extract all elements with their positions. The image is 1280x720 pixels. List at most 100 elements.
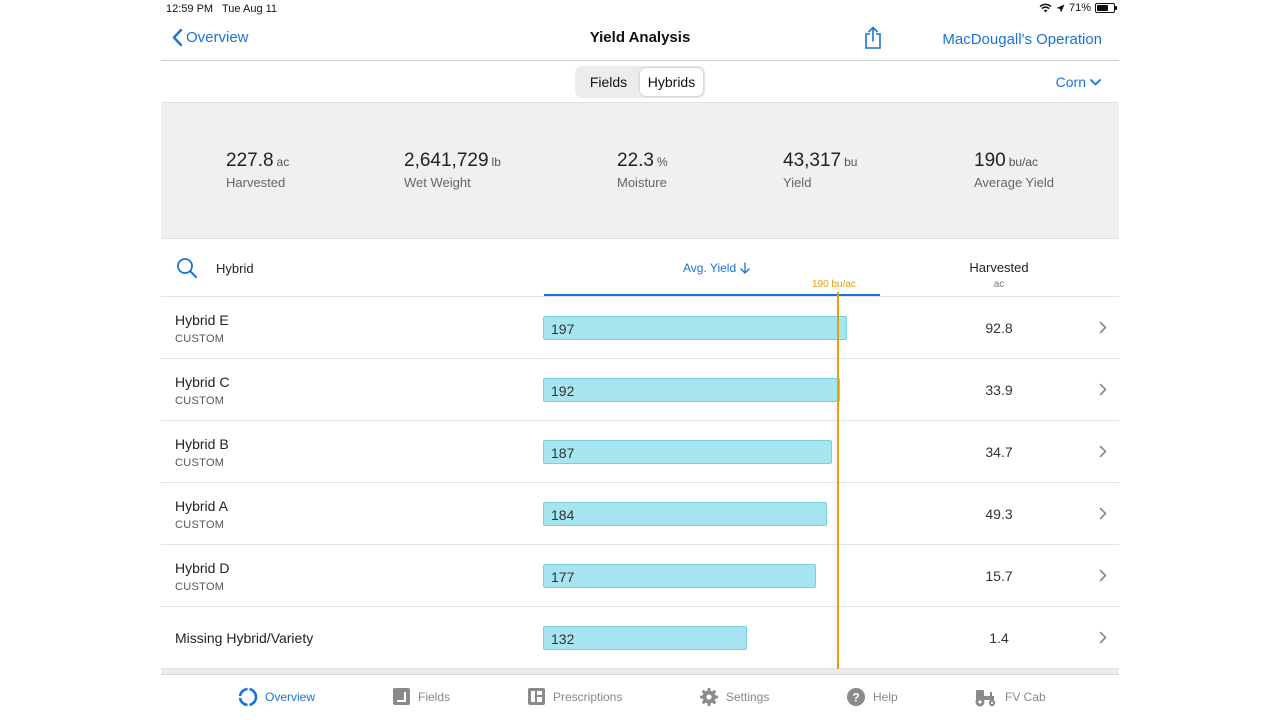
column-avg-yield-label: Avg. Yield [683, 261, 737, 275]
harvested-value: 92.8 [985, 320, 1013, 336]
hybrid-name: Hybrid E [175, 312, 229, 328]
stat-value: 43,317 [783, 150, 842, 171]
hybrid-name: Hybrid D [175, 560, 230, 576]
stat-label: Moisture [617, 175, 667, 190]
crop-label: Corn [1055, 74, 1086, 90]
hybrid-row[interactable]: Hybrid D CUSTOM 177 15.7 [161, 545, 1119, 607]
stat-moisture: 22.3% Moisture [617, 150, 668, 190]
yield-bar [543, 440, 832, 464]
yield-bar [543, 564, 817, 588]
hybrid-row[interactable]: Missing Hybrid/Variety 132 1.4 [161, 607, 1119, 669]
average-yield-line [837, 292, 839, 670]
share-button[interactable] [863, 26, 883, 55]
chevron-down-icon [1090, 78, 1101, 85]
yield-bar [543, 626, 747, 650]
svg-text:?: ? [852, 691, 859, 705]
chevron-right-icon [1099, 321, 1107, 334]
tab-label: FV Cab [1005, 690, 1046, 704]
tab-prescriptions[interactable]: Prescriptions [527, 687, 622, 706]
yield-value: 132 [551, 631, 575, 647]
stat-value: 227.8 [226, 150, 274, 171]
sort-underline [544, 294, 880, 296]
hybrid-row[interactable]: Hybrid C CUSTOM 192 33.9 [161, 359, 1119, 421]
stat-value: 190 [974, 150, 1006, 171]
stat-value: 22.3 [617, 150, 654, 171]
arrow-down-icon [740, 262, 750, 274]
harvested-value: 49.3 [985, 506, 1013, 522]
navigation-bar: Overview Yield Analysis MacDougall's Ope… [161, 18, 1119, 61]
column-avg-yield-sort[interactable]: Avg. Yield [683, 261, 750, 275]
stat-label: Wet Weight [404, 175, 471, 190]
segment-fields[interactable]: Fields [589, 74, 628, 90]
tab-overview[interactable]: Overview [238, 687, 315, 707]
stat-label: Yield [783, 175, 812, 190]
yield-bar [543, 378, 840, 402]
tab-fv-cab[interactable]: FV Cab [973, 687, 1046, 707]
share-icon [865, 26, 881, 49]
hybrid-name: Hybrid C [175, 374, 230, 390]
yield-value: 197 [551, 321, 575, 337]
hybrid-type: CUSTOM [175, 333, 225, 345]
segment-hybrids[interactable]: Hybrids [640, 68, 703, 96]
list-bottom-strip [161, 669, 1119, 675]
stat-label: Average Yield [974, 175, 1054, 190]
harvested-value: 33.9 [985, 382, 1013, 398]
harvested-value: 1.4 [989, 630, 1009, 646]
tab-fields[interactable]: Fields [392, 687, 450, 706]
chevron-right-icon [1099, 569, 1107, 582]
yield-bar [543, 316, 848, 340]
stat-unit: % [656, 155, 668, 169]
hybrid-name: Missing Hybrid/Variety [175, 630, 314, 646]
help-icon: ? [847, 688, 865, 706]
chevron-right-icon [1099, 507, 1107, 520]
tab-label: Settings [726, 690, 770, 704]
column-harvested-unit: ac [993, 279, 1005, 290]
yield-value: 184 [551, 507, 575, 523]
fields-icon [393, 688, 410, 705]
chevron-right-icon [1099, 445, 1107, 458]
crop-dropdown[interactable]: Corn [1056, 74, 1101, 90]
hybrid-row[interactable]: Hybrid A CUSTOM 184 49.3 [161, 483, 1119, 545]
hybrid-row[interactable]: Hybrid B CUSTOM 187 34.7 [161, 421, 1119, 483]
stat-average-yield: 190 bu/ac Average Yield [974, 150, 1054, 190]
stat-yield: 43,317 bu Yield [783, 150, 857, 190]
status-indicators: 71% [1039, 2, 1117, 14]
tractor-icon [975, 690, 996, 707]
stat-wet-weight: 2,641,729 lb Wet Weight [404, 150, 501, 190]
search-icon[interactable] [176, 257, 198, 284]
back-overview-button[interactable]: Overview [171, 28, 249, 47]
stat-label: Harvested [226, 175, 286, 190]
yield-value: 177 [551, 569, 575, 585]
gear-icon [700, 688, 718, 706]
tab-label: Overview [265, 690, 316, 704]
tab-settings[interactable]: Settings [699, 687, 769, 707]
tab-label: Help [873, 690, 898, 704]
wifi-icon [1039, 3, 1052, 13]
status-time: 12:59 PM [166, 3, 214, 15]
prescriptions-icon [528, 688, 545, 705]
hybrid-name: Hybrid B [175, 436, 229, 452]
stat-unit: bu [844, 155, 858, 169]
hybrid-type: CUSTOM [175, 457, 225, 469]
battery-icon [1095, 3, 1117, 13]
hybrid-type: CUSTOM [175, 395, 225, 407]
chevron-left-icon [172, 28, 183, 47]
average-yield-marker-label: 190 bu/ac [812, 279, 856, 290]
stat-unit: bu/ac [1008, 155, 1039, 169]
summary-panel: 227.8 ac Harvested 2,641,729 lb Wet Weight… [161, 103, 1119, 239]
overview-icon [238, 687, 258, 707]
harvested-value: 34.7 [985, 444, 1013, 460]
status-bar: 12:59 PM Tue Aug 11 71% [161, 0, 1119, 18]
tab-label: Prescriptions [553, 689, 623, 704]
hybrid-name: Hybrid A [175, 498, 228, 514]
chevron-right-icon [1099, 383, 1107, 396]
hybrid-type: CUSTOM [175, 581, 225, 593]
yield-bar [543, 502, 828, 526]
stat-value: 2,641,729 [404, 150, 489, 171]
operation-selector[interactable]: MacDougall's Operation [942, 31, 1102, 48]
hybrid-row[interactable]: Hybrid E CUSTOM 197 92.8 [161, 297, 1119, 359]
tab-help[interactable]: ? Help [846, 687, 898, 707]
column-harvested[interactable]: Harvested [969, 260, 1029, 275]
segment-row: Fields Hybrids Corn [161, 62, 1119, 103]
tab-label: Fields [418, 689, 451, 704]
